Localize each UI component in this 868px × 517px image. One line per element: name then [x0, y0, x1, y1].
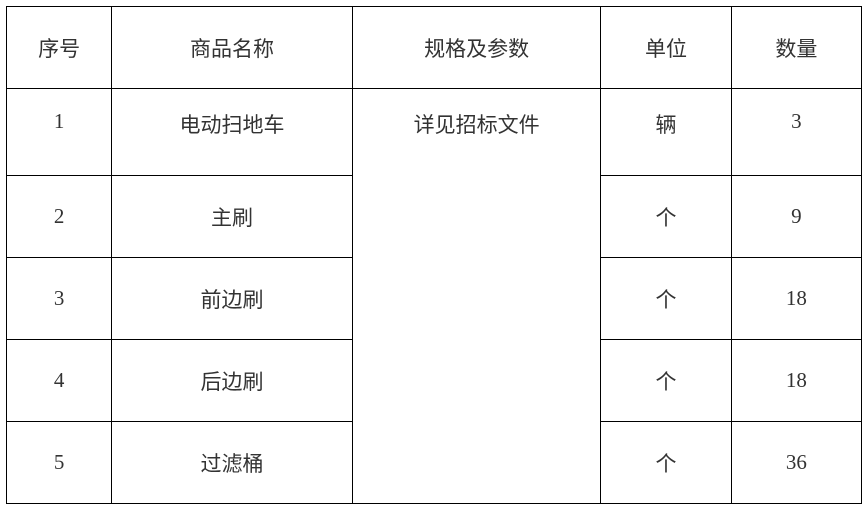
header-name: 商品名称: [112, 7, 353, 89]
cell-unit: 个: [601, 340, 731, 422]
cell-unit: 辆: [601, 89, 731, 176]
cell-seq: 2: [7, 176, 112, 258]
header-seq: 序号: [7, 7, 112, 89]
cell-qty: 36: [731, 422, 861, 504]
cell-unit: 个: [601, 258, 731, 340]
table-row: 1 电动扫地车 详见招标文件 辆 3: [7, 89, 862, 176]
header-qty: 数量: [731, 7, 861, 89]
cell-qty: 9: [731, 176, 861, 258]
cell-unit: 个: [601, 422, 731, 504]
cell-name: 前边刷: [112, 258, 353, 340]
cell-qty: 18: [731, 340, 861, 422]
cell-spec-merged: 详见招标文件: [352, 89, 601, 504]
cell-name: 电动扫地车: [112, 89, 353, 176]
cell-qty: 3: [731, 89, 861, 176]
cell-name: 后边刷: [112, 340, 353, 422]
table-header-row: 序号 商品名称 规格及参数 单位 数量: [7, 7, 862, 89]
cell-qty: 18: [731, 258, 861, 340]
product-table: 序号 商品名称 规格及参数 单位 数量 1 电动扫地车 详见招标文件 辆 3 2…: [6, 6, 862, 504]
cell-name: 主刷: [112, 176, 353, 258]
cell-seq: 1: [7, 89, 112, 176]
cell-seq: 5: [7, 422, 112, 504]
cell-seq: 3: [7, 258, 112, 340]
cell-name: 过滤桶: [112, 422, 353, 504]
cell-seq: 4: [7, 340, 112, 422]
header-spec: 规格及参数: [352, 7, 601, 89]
header-unit: 单位: [601, 7, 731, 89]
cell-unit: 个: [601, 176, 731, 258]
